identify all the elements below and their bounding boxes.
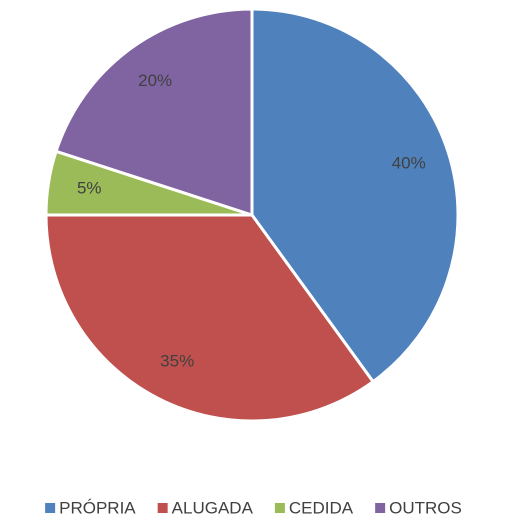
legend-swatch <box>274 503 285 513</box>
data-label: 35% <box>160 351 194 370</box>
pie-slice <box>250 7 460 384</box>
pie-slice <box>54 7 254 218</box>
legend-swatch <box>157 503 168 513</box>
legend-swatch <box>45 503 56 513</box>
pie-slice <box>44 213 376 423</box>
legend-label: CEDIDA <box>289 498 354 517</box>
data-label: 40% <box>392 154 426 173</box>
legend-label: OUTROS <box>389 498 462 517</box>
legend-label: ALUGADA <box>172 498 254 517</box>
legend-label: PRÓPRIA <box>59 498 136 517</box>
data-label: 20% <box>138 71 172 90</box>
legend-swatch <box>375 503 386 513</box>
data-label: 5% <box>77 179 102 198</box>
